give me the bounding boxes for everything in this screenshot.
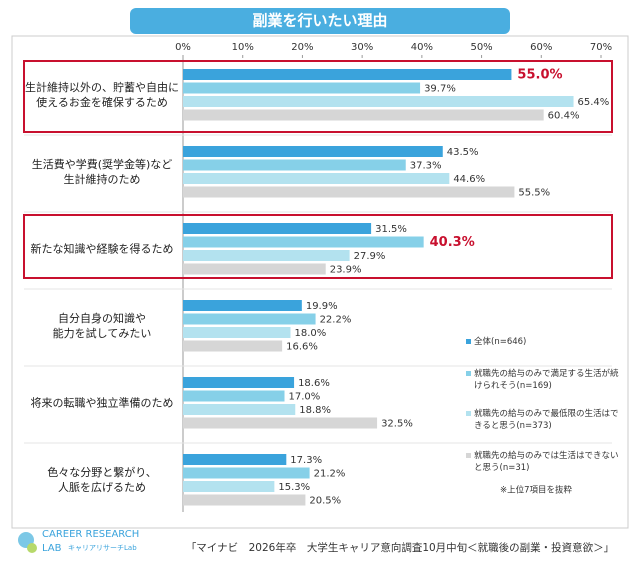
category-label: 新たな知識や経験を得るため bbox=[30, 242, 174, 256]
legend-label: 就職先の給与のみでは生活はできないと思う(n=31) bbox=[474, 451, 619, 473]
value-label: 17.0% bbox=[289, 392, 321, 403]
highlight-box bbox=[23, 214, 613, 279]
bar bbox=[183, 263, 326, 275]
bar bbox=[183, 250, 350, 261]
legend-swatch bbox=[466, 371, 471, 376]
title-bar bbox=[130, 8, 510, 34]
bar bbox=[183, 146, 443, 157]
bar bbox=[183, 417, 378, 429]
bar bbox=[183, 454, 287, 465]
legend-entry: 就職先の給与のみで満足する生活が続けられそう(n=169) bbox=[466, 368, 624, 392]
x-tick-label: 70% bbox=[590, 42, 612, 53]
bar bbox=[183, 377, 295, 388]
bar bbox=[183, 404, 296, 415]
bar bbox=[183, 159, 406, 171]
legend-entry: 就職先の給与のみで最低限の生活はできると思う(n=373) bbox=[466, 408, 624, 432]
bar bbox=[183, 467, 310, 479]
category-label: 生活費や学費(奨学金等)など 生計維持のため bbox=[31, 158, 173, 186]
x-tick-label: 20% bbox=[291, 42, 313, 53]
legend-entry: 就職先の給与のみでは生活はできないと思う(n=31) bbox=[466, 450, 624, 474]
legend-label: 就職先の給与のみで最低限の生活はできると思う(n=373) bbox=[474, 409, 619, 431]
x-tick-label: 60% bbox=[530, 42, 552, 53]
bar bbox=[183, 109, 544, 121]
value-label: 39.7% bbox=[424, 84, 456, 95]
x-tick-label: 40% bbox=[411, 42, 433, 53]
bar bbox=[183, 186, 515, 198]
category-label: 生計維持以外の、貯蓄や自由に 使えるお金を確保するため bbox=[25, 81, 179, 109]
bar bbox=[183, 340, 283, 352]
bar bbox=[183, 223, 372, 234]
value-label: 55.5% bbox=[518, 188, 550, 199]
value-label: 20.5% bbox=[309, 496, 341, 507]
bar bbox=[183, 69, 512, 80]
bar bbox=[183, 82, 421, 94]
legend-entry: 全体(n=646) bbox=[466, 336, 624, 348]
value-label: 18.6% bbox=[298, 378, 330, 389]
category-label: 色々な分野と繋がり、 人脈を広げるため bbox=[47, 466, 157, 494]
logo-mark bbox=[27, 543, 37, 553]
legend-swatch bbox=[466, 411, 471, 416]
value-label: 60.4% bbox=[548, 111, 580, 122]
value-label: 55.0% bbox=[517, 68, 562, 83]
source: 「マイナビ 2026年卒 大学生キャリア意向調査10月中旬＜就職後の副業・投資意… bbox=[186, 541, 614, 554]
value-label: 22.2% bbox=[320, 315, 352, 326]
bar bbox=[183, 173, 450, 184]
value-label: 18.0% bbox=[294, 328, 326, 339]
legend-label: 全体(n=646) bbox=[474, 337, 527, 347]
bar bbox=[183, 96, 574, 107]
value-label: 27.9% bbox=[354, 251, 386, 262]
logo-text: CAREER RESEARCH bbox=[42, 529, 139, 540]
logo-text: LAB bbox=[42, 543, 62, 554]
x-tick-label: 50% bbox=[470, 42, 492, 53]
value-label: 65.4% bbox=[578, 97, 610, 108]
value-label: 15.3% bbox=[278, 482, 310, 493]
bar bbox=[183, 313, 316, 325]
value-label: 23.9% bbox=[330, 265, 362, 276]
logo-text: キャリアリサーチLab bbox=[68, 544, 137, 552]
value-label: 19.9% bbox=[306, 301, 338, 312]
bar bbox=[183, 236, 424, 248]
value-label: 17.3% bbox=[290, 455, 322, 466]
bar bbox=[183, 494, 306, 506]
highlight-box bbox=[23, 60, 613, 133]
x-tick-label: 10% bbox=[232, 42, 254, 53]
category-label: 自分自身の知識や 能力を試してみたい bbox=[52, 312, 152, 340]
value-label: 16.6% bbox=[286, 342, 318, 353]
value-label: 18.8% bbox=[299, 405, 331, 416]
value-label: 44.6% bbox=[453, 174, 485, 185]
frame bbox=[11, 35, 629, 529]
bar bbox=[183, 481, 275, 492]
x-tick-label: 30% bbox=[351, 42, 373, 53]
value-label: 31.5% bbox=[375, 224, 407, 235]
x-tick-label: 0% bbox=[175, 42, 191, 53]
value-label: 37.3% bbox=[410, 161, 442, 172]
legend-label: 就職先の給与のみで満足する生活が続けられそう(n=169) bbox=[474, 369, 619, 391]
value-label: 21.2% bbox=[314, 469, 346, 480]
chart-title: 副業を行いたい理由 bbox=[252, 12, 387, 30]
bar bbox=[183, 390, 285, 402]
value-label: 32.5% bbox=[381, 419, 413, 430]
legend-swatch bbox=[466, 453, 471, 458]
value-label: 40.3% bbox=[430, 235, 475, 250]
bar bbox=[183, 327, 291, 338]
note: ※上位7項目を抜粋 bbox=[500, 485, 573, 496]
bar bbox=[183, 300, 302, 311]
value-label: 43.5% bbox=[447, 147, 479, 158]
legend-swatch bbox=[466, 339, 471, 344]
category-label: 将来の転職や独立準備のため bbox=[30, 396, 174, 410]
